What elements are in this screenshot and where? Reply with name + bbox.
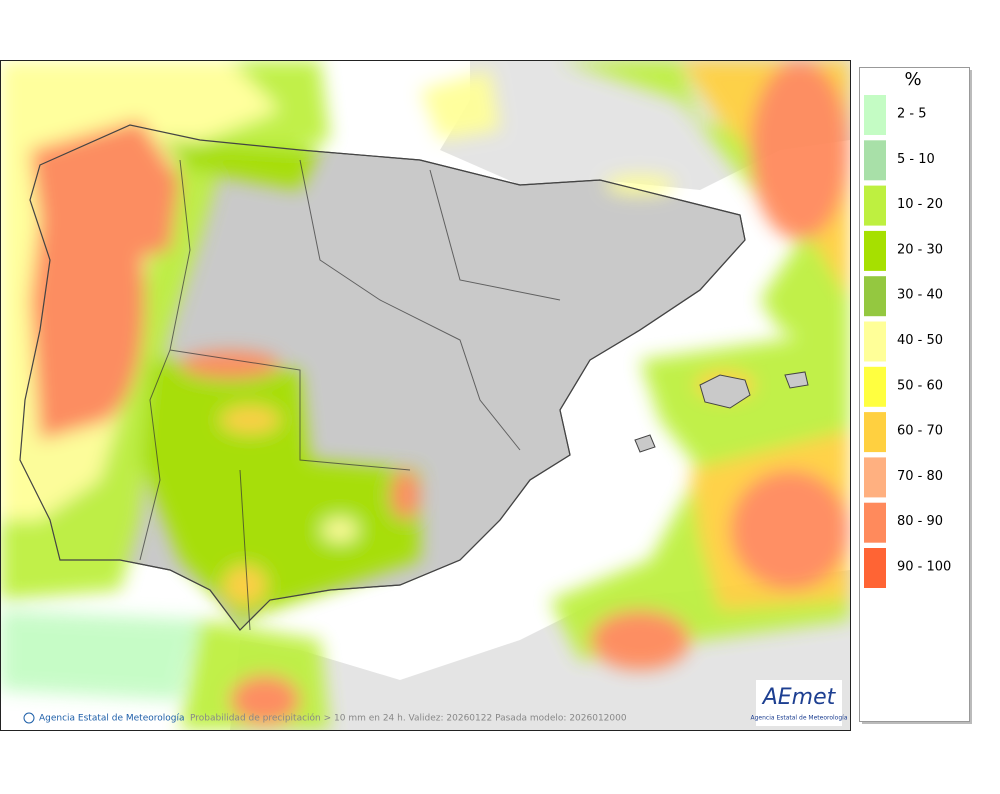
logo: AEmet xyxy=(761,685,837,710)
legend-swatch xyxy=(864,140,886,181)
probability-field xyxy=(1,61,850,730)
legend-swatch xyxy=(864,276,886,317)
legend-swatch xyxy=(864,412,886,453)
regions xyxy=(139,159,561,631)
legend-label: 2 - 5 xyxy=(897,107,927,122)
caption: Probabilidad de precipitación > 10 mm en… xyxy=(190,713,627,724)
legend-label: 50 - 60 xyxy=(897,378,943,393)
legend-label: 40 - 50 xyxy=(897,333,943,348)
legend-swatch xyxy=(864,548,886,588)
legend-label: 90 - 100 xyxy=(897,560,951,575)
map-frame xyxy=(0,60,851,731)
logo-box xyxy=(756,680,842,726)
legend-label: 30 - 40 xyxy=(897,288,943,303)
credit: Agencia Estatal de Meteorología xyxy=(39,714,185,724)
coastline xyxy=(19,124,746,631)
ibiza xyxy=(634,434,656,453)
menorca xyxy=(784,371,809,389)
mallorca xyxy=(699,374,751,409)
legend-swatch xyxy=(864,366,886,407)
logo-subtitle: Agencia Estatal de Meteorología xyxy=(751,715,848,722)
legend-swatch xyxy=(864,457,886,498)
legend-label: 70 - 80 xyxy=(897,469,943,484)
legend-label: 10 - 20 xyxy=(897,197,943,212)
map: AEmet Agencia Estatal de Meteorología Ag… xyxy=(1,61,850,730)
legend-label: 80 - 90 xyxy=(897,514,943,529)
legend-label: 60 - 70 xyxy=(897,424,943,439)
legend-swatch xyxy=(864,95,886,135)
legend-swatch xyxy=(864,230,886,271)
legend-swatch xyxy=(864,321,886,362)
copyright-icon xyxy=(23,712,35,724)
legend-swatch xyxy=(864,502,886,543)
legend-title: % xyxy=(904,69,921,90)
legend-label: 5 - 10 xyxy=(897,152,935,167)
legend-label: 20 - 30 xyxy=(897,242,943,257)
legend-swatch xyxy=(864,185,886,226)
